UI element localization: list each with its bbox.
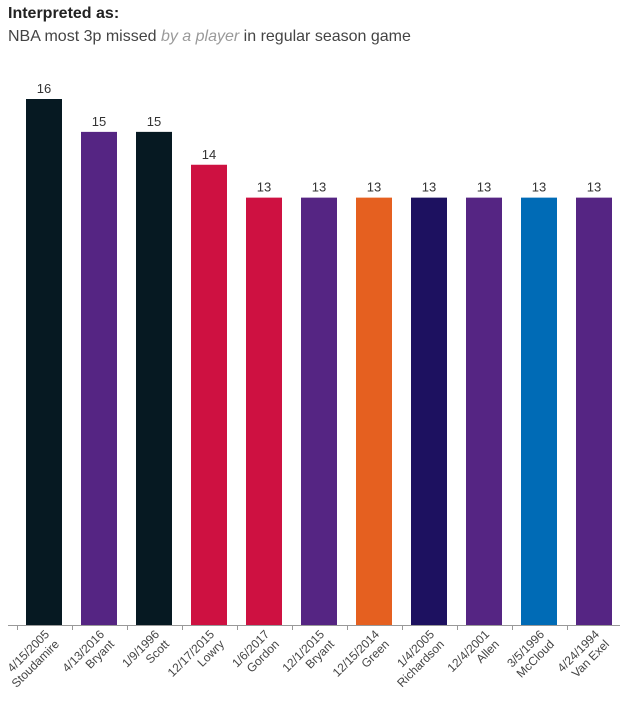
bar[interactable] <box>301 197 337 625</box>
bar[interactable] <box>466 197 502 625</box>
query-text-end: in regular season game <box>239 28 411 45</box>
bar-value-label: 13 <box>422 180 436 195</box>
query-interpretation: NBA most 3p missed by a player in regula… <box>8 26 618 48</box>
value-labels-group: 16 15 15 14 13 13 13 13 13 13 13 <box>37 81 601 195</box>
bar-value-label: 13 <box>367 180 381 195</box>
bar-value-label: 14 <box>202 147 216 162</box>
bar[interactable] <box>246 197 282 625</box>
bar-value-label: 13 <box>312 180 326 195</box>
bar[interactable] <box>356 197 392 625</box>
bar[interactable] <box>81 131 117 625</box>
bar[interactable] <box>576 197 612 625</box>
chart-header: Interpreted as: NBA most 3p missed by a … <box>8 4 618 48</box>
interpretation-heading: Interpreted as: <box>8 5 120 22</box>
bar-value-label: 15 <box>92 114 106 129</box>
query-text-start: NBA most 3p missed <box>8 28 161 45</box>
bar[interactable] <box>411 197 447 625</box>
bar[interactable] <box>136 131 172 625</box>
bar-value-label: 15 <box>147 114 161 129</box>
bar-value-label: 16 <box>37 81 51 96</box>
bar[interactable] <box>521 197 557 625</box>
bar[interactable] <box>191 164 227 625</box>
bars-group <box>26 99 612 625</box>
bar-value-label: 13 <box>257 180 271 195</box>
bar-value-label: 13 <box>587 180 601 195</box>
bar[interactable] <box>26 99 62 625</box>
query-text-emphasis: by a player <box>160 28 240 45</box>
bar-value-label: 13 <box>477 180 491 195</box>
bar-value-label: 13 <box>532 180 546 195</box>
x-axis <box>8 625 620 630</box>
